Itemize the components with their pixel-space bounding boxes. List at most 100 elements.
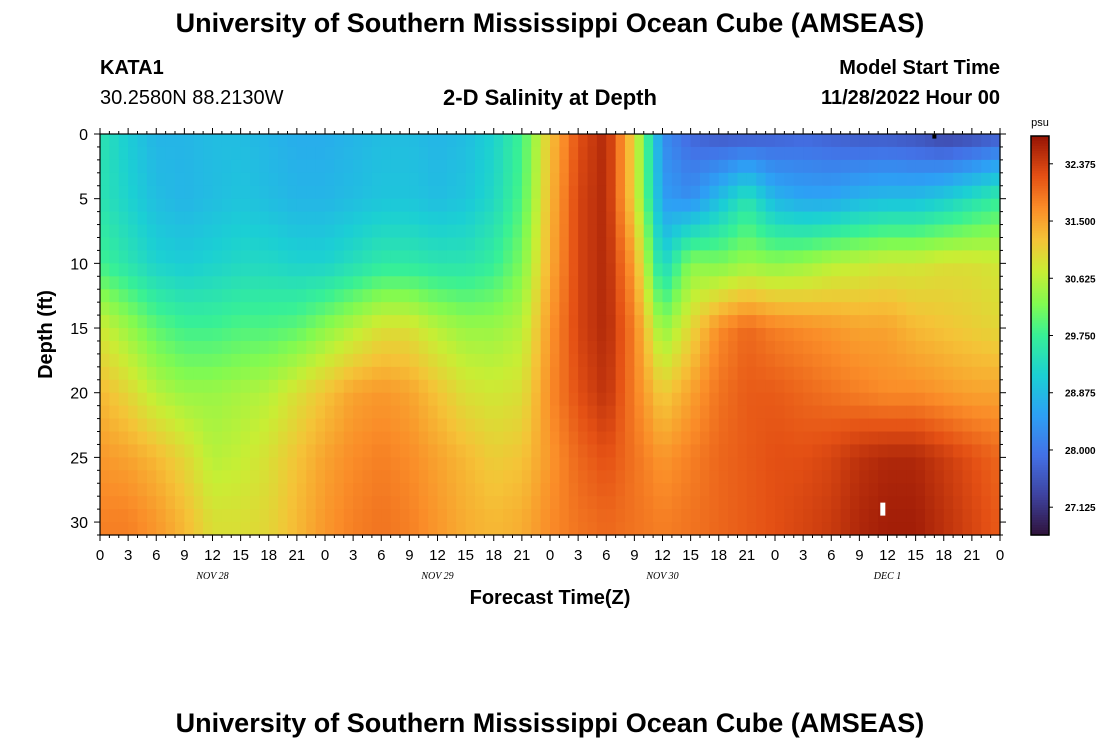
heatmap-cell bbox=[887, 211, 898, 226]
heatmap-cell bbox=[784, 457, 795, 471]
heatmap-cell bbox=[859, 457, 870, 471]
colorbar-segment bbox=[1031, 452, 1049, 456]
heatmap-cell bbox=[831, 237, 842, 252]
heatmap-cell bbox=[615, 392, 626, 407]
heatmap-cell bbox=[850, 405, 860, 420]
heatmap-cell bbox=[662, 483, 673, 497]
heatmap-cell bbox=[353, 185, 364, 200]
heatmap-cell bbox=[428, 392, 439, 407]
colorbar-segment bbox=[1031, 208, 1049, 212]
heatmap-cell bbox=[765, 366, 776, 381]
heatmap-cell bbox=[831, 470, 842, 484]
heatmap-cell bbox=[962, 185, 973, 200]
heatmap-cell bbox=[990, 211, 1001, 226]
heatmap-cell bbox=[475, 457, 485, 471]
heatmap-cell bbox=[428, 431, 439, 446]
heatmap-cell bbox=[240, 315, 251, 329]
heatmap-cell bbox=[531, 496, 542, 510]
heatmap-markers bbox=[880, 134, 937, 516]
x-tick-label: 3 bbox=[574, 547, 582, 564]
heatmap-cell bbox=[775, 134, 785, 148]
heatmap-cell bbox=[859, 185, 870, 200]
heatmap-cell bbox=[325, 250, 335, 264]
colorbar-segment bbox=[1031, 150, 1049, 155]
heatmap-cell bbox=[606, 263, 617, 277]
heatmap-cell bbox=[709, 418, 720, 433]
heatmap-cell bbox=[128, 522, 139, 536]
heatmap-cell bbox=[887, 457, 898, 471]
heatmap-cell bbox=[343, 146, 354, 161]
heatmap-cell bbox=[709, 134, 720, 148]
heatmap-cell bbox=[775, 496, 785, 510]
heatmap-cell bbox=[531, 418, 542, 433]
heatmap-cell bbox=[915, 405, 926, 420]
heatmap-cell bbox=[784, 146, 795, 161]
heatmap-cell bbox=[643, 159, 654, 174]
heatmap-cell bbox=[606, 431, 617, 446]
heatmap-cell bbox=[521, 328, 532, 342]
heatmap-cell bbox=[278, 392, 289, 407]
heatmap-cell bbox=[775, 211, 785, 226]
heatmap-cell bbox=[296, 392, 307, 407]
heatmap-cell bbox=[718, 418, 729, 433]
heatmap-cell bbox=[306, 211, 317, 226]
heatmap-cell bbox=[568, 134, 579, 148]
heatmap-cell bbox=[503, 134, 514, 148]
heatmap-cell bbox=[878, 522, 889, 536]
heatmap-cell bbox=[775, 172, 785, 187]
heatmap-cell bbox=[990, 353, 1001, 368]
heatmap-cell bbox=[484, 134, 495, 148]
heatmap-cell bbox=[315, 366, 326, 381]
colorbar-segment bbox=[1031, 298, 1049, 302]
heatmap-cell bbox=[831, 263, 842, 277]
heatmap-cell bbox=[934, 172, 945, 187]
heatmap-cell bbox=[981, 237, 992, 252]
heatmap-cell bbox=[446, 405, 457, 420]
heatmap-cell bbox=[118, 185, 129, 200]
heatmap-cell bbox=[953, 470, 964, 484]
heatmap-cell bbox=[146, 198, 157, 213]
heatmap-cell bbox=[568, 289, 579, 303]
heatmap-cell bbox=[418, 340, 429, 355]
heatmap-cell bbox=[953, 522, 964, 536]
colorbar-segment bbox=[1031, 497, 1049, 501]
colorbar-segment bbox=[1031, 168, 1049, 172]
heatmap-cell bbox=[437, 263, 448, 277]
heatmap-cell bbox=[109, 315, 120, 329]
heatmap-cell bbox=[662, 159, 673, 174]
x-tick-label: 6 bbox=[827, 547, 835, 564]
heatmap-cell bbox=[859, 211, 870, 226]
heatmap-cell bbox=[934, 366, 945, 381]
heatmap-cell bbox=[821, 315, 832, 329]
heatmap-cell bbox=[690, 366, 701, 381]
heatmap-cell bbox=[540, 405, 551, 420]
heatmap-cell bbox=[353, 353, 364, 368]
heatmap-cell bbox=[484, 470, 495, 484]
heatmap-cell bbox=[250, 185, 260, 200]
heatmap-cell bbox=[559, 263, 570, 277]
heatmap-cell bbox=[221, 418, 232, 433]
heatmap-cell bbox=[765, 405, 776, 420]
heatmap-cell bbox=[409, 328, 420, 342]
heatmap-cell bbox=[381, 185, 392, 200]
heatmap-cell bbox=[193, 289, 204, 303]
heatmap-cell bbox=[643, 470, 654, 484]
heatmap-cell bbox=[990, 185, 1001, 200]
heatmap-cell bbox=[437, 302, 448, 316]
heatmap-cell bbox=[756, 315, 767, 329]
heatmap-cell bbox=[165, 289, 176, 303]
heatmap-cell bbox=[296, 483, 307, 497]
heatmap-cell bbox=[409, 496, 420, 510]
heatmap-cell bbox=[390, 146, 401, 161]
heatmap-cell bbox=[484, 263, 495, 277]
colorbar-segment bbox=[1031, 405, 1049, 409]
heatmap-cell bbox=[531, 444, 542, 458]
heatmap-cell bbox=[653, 405, 664, 420]
heatmap-cell bbox=[128, 483, 139, 497]
heatmap-cell bbox=[606, 405, 617, 420]
heatmap-cell bbox=[475, 237, 485, 252]
heatmap-cell bbox=[521, 250, 532, 264]
heatmap-cell bbox=[728, 159, 739, 174]
heatmap-cell bbox=[296, 289, 307, 303]
heatmap-cell bbox=[596, 470, 607, 484]
